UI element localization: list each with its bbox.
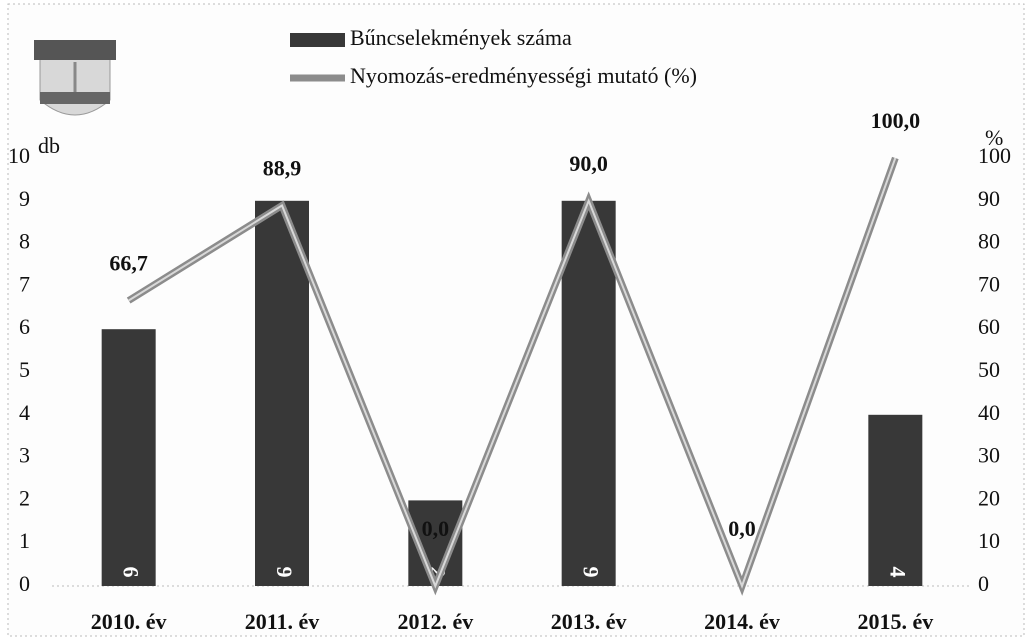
x-tick-label: 2010. év — [91, 609, 167, 634]
y-axis-label: db — [38, 133, 60, 158]
y-tick-label: 8 — [19, 229, 30, 254]
y2-tick-label: 40 — [978, 400, 1000, 425]
line-label: 0,0 — [728, 516, 756, 541]
y2-tick-label: 20 — [978, 485, 1000, 510]
line-label: 66,7 — [109, 251, 148, 276]
y2-tick-label: 10 — [978, 528, 1000, 553]
legend-label: Bűncselekmények száma — [350, 25, 572, 50]
bar-label: 4 — [885, 567, 910, 578]
page: db % 01234567891001020304050607080901002… — [0, 0, 1029, 643]
bar — [102, 329, 156, 586]
y2-tick-label: 100 — [978, 143, 1011, 168]
line-label: 100,0 — [871, 108, 921, 133]
x-tick-label: 2013. év — [551, 609, 627, 634]
y2-tick-label: 90 — [978, 186, 1000, 211]
x-tick-label: 2011. év — [245, 609, 320, 634]
y2-tick-label: 0 — [978, 571, 989, 596]
line-label: 0,0 — [422, 516, 450, 541]
bar-label: 9 — [579, 567, 604, 578]
x-tick-label: 2012. év — [397, 609, 473, 634]
logo — [34, 40, 116, 115]
chart: db % 01234567891001020304050607080901002… — [0, 0, 1029, 643]
x-tick-label: 2015. év — [857, 609, 933, 634]
y2-tick-label: 60 — [978, 314, 1000, 339]
bar-label: 9 — [272, 567, 297, 578]
line-label: 90,0 — [569, 151, 608, 176]
y2-tick-label: 50 — [978, 357, 1000, 382]
x-tick-label: 2014. év — [704, 609, 780, 634]
legend-label: Nyomozás-eredményességi mutató (%) — [350, 63, 697, 88]
y-tick-label: 10 — [8, 143, 30, 168]
line-label: 88,9 — [263, 156, 302, 181]
y2-tick-label: 30 — [978, 443, 1000, 468]
y-tick-label: 4 — [19, 400, 30, 425]
bar — [562, 201, 616, 586]
bar — [868, 415, 922, 586]
y-tick-label: 9 — [19, 186, 30, 211]
y-tick-label: 2 — [19, 485, 30, 510]
y-tick-label: 5 — [19, 357, 30, 382]
y-tick-label: 0 — [19, 571, 30, 596]
legend-swatch — [290, 33, 345, 47]
y-tick-label: 1 — [19, 528, 30, 553]
y2-tick-label: 70 — [978, 271, 1000, 296]
y-tick-label: 7 — [19, 271, 30, 296]
bar-label: 6 — [119, 567, 144, 578]
y2-tick-label: 80 — [978, 229, 1000, 254]
y-tick-label: 3 — [19, 443, 30, 468]
y-tick-label: 6 — [19, 314, 30, 339]
